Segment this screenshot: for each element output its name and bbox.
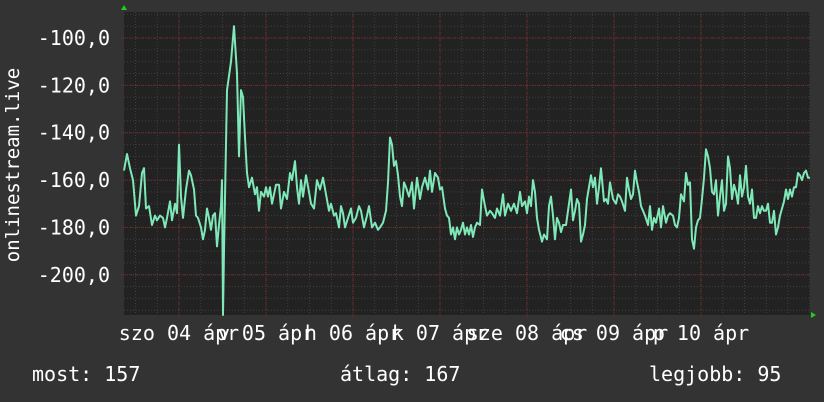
major-grid [121,12,810,318]
x-tick-label: h 06 ápr [305,321,401,345]
x-tick-label: p 10 ápr [653,321,749,345]
y-tick-labels: -100,0 -120,0 -140,0 -160,0 -180,0 -200,0 [38,26,110,287]
y-tick-label: -200,0 [38,263,110,287]
y-tick-label: -180,0 [38,215,110,239]
average-value: átlag: 167 [340,362,461,386]
y-axis-label-container: onlinestream.live [0,0,26,320]
plot-area [124,12,810,315]
x-tick-label: v 05 ápr [218,321,314,345]
current-value: most: 157 [32,362,141,386]
y-tick-label: -120,0 [38,73,110,97]
series-line [123,25,810,316]
axis-arrows [121,5,816,318]
x-tick-label: k 07 ápr [392,321,488,345]
y-axis-arrow [121,5,127,10]
y-tick-label: -160,0 [38,168,110,192]
x-axis-arrow [811,312,816,318]
x-tick-label: szo 04 ápr [119,321,239,345]
y-tick-label: -100,0 [38,26,110,50]
x-tick-label: cs 09 ápr [560,321,668,345]
x-tick-label: sze 08 ápr [467,321,587,345]
y-tick-label: -140,0 [38,121,110,145]
y-axis-label: onlinestream.live [2,67,24,263]
best-value: legjobb: 95 [649,362,782,386]
